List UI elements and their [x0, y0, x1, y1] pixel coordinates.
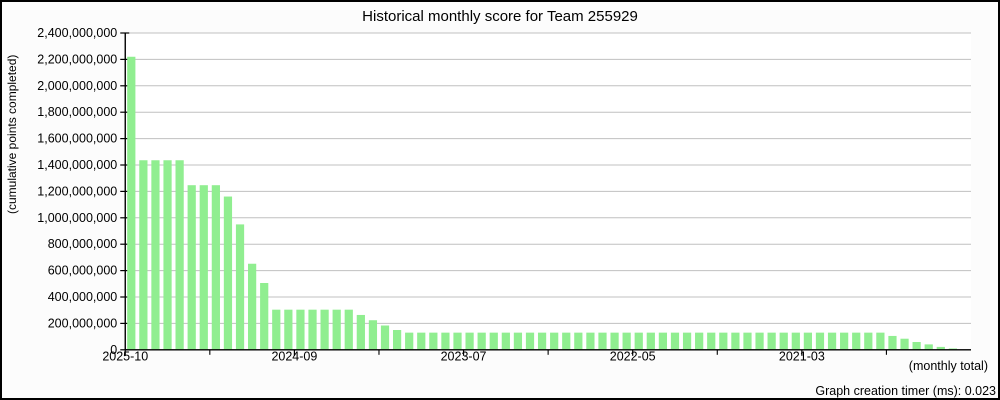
svg-text:800,000,000: 800,000,000	[48, 237, 118, 251]
svg-text:400,000,000: 400,000,000	[48, 290, 118, 304]
svg-text:1,800,000,000: 1,800,000,000	[37, 105, 117, 119]
svg-text:1,600,000,000: 1,600,000,000	[37, 132, 117, 146]
svg-text:1,000,000,000: 1,000,000,000	[37, 211, 117, 225]
svg-text:2022-05: 2022-05	[610, 349, 656, 363]
svg-text:2,400,000,000: 2,400,000,000	[37, 26, 117, 40]
svg-text:2024-09: 2024-09	[271, 349, 317, 363]
svg-text:1,400,000,000: 1,400,000,000	[37, 158, 117, 172]
svg-text:2025-10: 2025-10	[102, 349, 148, 363]
svg-text:2,000,000,000: 2,000,000,000	[37, 79, 117, 93]
svg-text:1,200,000,000: 1,200,000,000	[37, 184, 117, 198]
svg-text:2023-07: 2023-07	[441, 349, 487, 363]
svg-text:600,000,000: 600,000,000	[48, 264, 118, 278]
svg-text:2021-03: 2021-03	[779, 349, 825, 363]
svg-text:2,200,000,000: 2,200,000,000	[37, 52, 117, 66]
svg-text:200,000,000: 200,000,000	[48, 316, 118, 330]
